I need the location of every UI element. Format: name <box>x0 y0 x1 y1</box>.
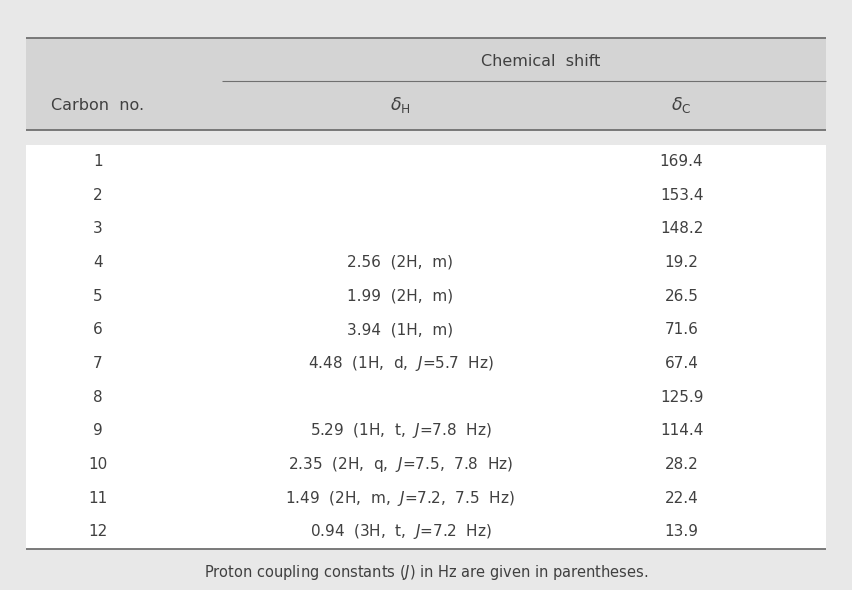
Text: 13.9: 13.9 <box>665 525 699 539</box>
Text: 11: 11 <box>89 491 107 506</box>
Text: 7: 7 <box>93 356 103 371</box>
Text: 1.99  (2H,  m): 1.99 (2H, m) <box>348 289 453 304</box>
Text: $\delta_\mathrm{H}$: $\delta_\mathrm{H}$ <box>390 96 411 116</box>
Text: 6: 6 <box>93 322 103 337</box>
Bar <box>26 145 826 549</box>
Text: 148.2: 148.2 <box>660 221 703 236</box>
Text: 9: 9 <box>93 423 103 438</box>
Text: 12: 12 <box>89 525 107 539</box>
Text: 153.4: 153.4 <box>659 188 704 202</box>
Text: 8: 8 <box>93 389 103 405</box>
Text: 67.4: 67.4 <box>665 356 699 371</box>
Text: 28.2: 28.2 <box>665 457 699 472</box>
Text: 4.48  (1H,  d,  $\mathit{J}$=5.7  Hz): 4.48 (1H, d, $\mathit{J}$=5.7 Hz) <box>308 354 493 373</box>
Text: 5: 5 <box>93 289 103 304</box>
Text: Proton coupling constants ($\mathit{J}$) in Hz are given in parentheses.: Proton coupling constants ($\mathit{J}$)… <box>204 563 648 582</box>
Text: 1: 1 <box>93 154 103 169</box>
Text: Carbon  no.: Carbon no. <box>51 98 145 113</box>
Text: 2.35  (2H,  q,  $\mathit{J}$=7.5,  7.8  Hz): 2.35 (2H, q, $\mathit{J}$=7.5, 7.8 Hz) <box>288 455 513 474</box>
Text: 3: 3 <box>93 221 103 236</box>
Text: 5.29  (1H,  t,  $\mathit{J}$=7.8  Hz): 5.29 (1H, t, $\mathit{J}$=7.8 Hz) <box>309 421 492 440</box>
Text: 26.5: 26.5 <box>665 289 699 304</box>
Text: 71.6: 71.6 <box>665 322 699 337</box>
Text: 114.4: 114.4 <box>660 423 703 438</box>
Text: 3.94  (1H,  m): 3.94 (1H, m) <box>348 322 453 337</box>
Text: 10: 10 <box>89 457 107 472</box>
Text: 4: 4 <box>93 255 103 270</box>
Text: 19.2: 19.2 <box>665 255 699 270</box>
Text: $\delta_\mathrm{C}$: $\delta_\mathrm{C}$ <box>671 96 692 116</box>
Text: 169.4: 169.4 <box>659 154 704 169</box>
Text: 2: 2 <box>93 188 103 202</box>
Text: 0.94  (3H,  t,  $\mathit{J}$=7.2  Hz): 0.94 (3H, t, $\mathit{J}$=7.2 Hz) <box>309 522 492 542</box>
Text: 125.9: 125.9 <box>659 389 704 405</box>
Text: 1.49  (2H,  m,  $\mathit{J}$=7.2,  7.5  Hz): 1.49 (2H, m, $\mathit{J}$=7.2, 7.5 Hz) <box>285 489 515 507</box>
Text: 22.4: 22.4 <box>665 491 699 506</box>
Text: 2.56  (2H,  m): 2.56 (2H, m) <box>348 255 453 270</box>
Bar <box>26 38 826 130</box>
Text: Chemical  shift: Chemical shift <box>481 54 601 68</box>
